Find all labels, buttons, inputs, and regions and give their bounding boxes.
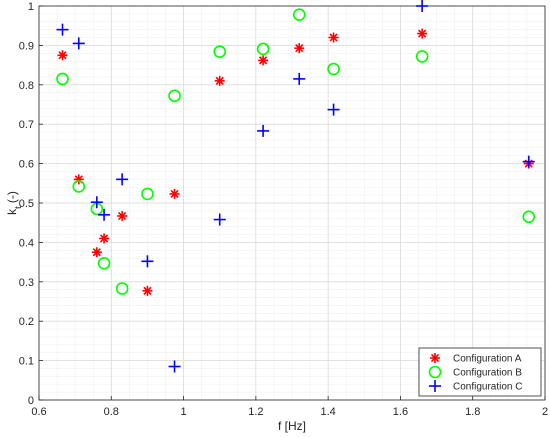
data-point [168, 360, 181, 373]
x-axis-ticks: 0.6 0.8 1 1.2 1.4 1.6 1.8 2 [31, 396, 548, 418]
data-point [258, 55, 269, 66]
legend-entry: Configuration C [429, 380, 522, 393]
y-axis-label-sub: t [13, 206, 23, 209]
y-tick-label: 0.8 [19, 80, 34, 92]
legend-box [418, 347, 542, 397]
data-point [256, 42, 270, 56]
data-point [56, 23, 69, 36]
legend-label: Configuration A [453, 354, 522, 365]
series-3 [56, 0, 535, 373]
x-tick-label: 1.4 [320, 406, 335, 418]
legend-entry: Configuration B [428, 365, 522, 379]
data-point [293, 72, 306, 85]
data-point [522, 155, 535, 168]
data-point [57, 50, 68, 61]
data-point [141, 187, 154, 201]
y-tick-label: 0.5 [19, 198, 34, 210]
data-point [522, 210, 536, 224]
data-point [292, 8, 306, 21]
data-point [56, 72, 69, 86]
data-point [97, 256, 111, 270]
data-point [416, 0, 429, 12]
legend-label: Configuration C [453, 382, 522, 393]
data-point [142, 285, 153, 296]
data-point [327, 62, 340, 76]
x-tick-label: 0.8 [104, 406, 119, 418]
y-axis-label-main: k [5, 208, 19, 215]
data-point [213, 45, 227, 59]
data-point [116, 173, 129, 186]
y-tick-label: 0.9 [19, 40, 34, 52]
data-point [214, 75, 225, 86]
data-point [141, 255, 154, 268]
data-point [99, 233, 110, 244]
x-tick-label: 1.2 [248, 406, 263, 418]
legend-marker [429, 380, 441, 392]
x-tick-label: 2 [542, 406, 548, 418]
y-tick-label: 1 [28, 1, 34, 13]
y-axis-label-suffix: (-) [5, 191, 19, 206]
data-point [117, 211, 128, 222]
series-1 [57, 28, 534, 296]
data-point [72, 37, 85, 50]
y-axis-ticks: 0 0.1 0.2 0.3 0.4 0.5 0.6 0.7 0.8 0.9 1 [19, 1, 43, 407]
data-point [415, 50, 429, 63]
x-tick-label: 0.6 [31, 406, 46, 418]
data-point [327, 103, 340, 116]
x-tick-label: 1.6 [393, 406, 408, 418]
y-tick-label: 0 [28, 395, 34, 407]
data-point [328, 32, 339, 43]
data-point [115, 282, 129, 295]
y-tick-label: 0.4 [19, 237, 34, 249]
legend-entry: Configuration A [430, 353, 522, 365]
y-tick-label: 0.2 [19, 316, 34, 328]
data-point [72, 180, 86, 193]
series-2 [56, 8, 536, 295]
y-axis-label: kt (-) [5, 191, 23, 215]
data-point [98, 208, 111, 221]
y-tick-label: 0.3 [19, 277, 34, 289]
data-point [257, 124, 270, 137]
x-tick-label: 1.8 [465, 406, 480, 418]
data-point [91, 247, 102, 258]
legend-label: Configuration B [453, 368, 522, 379]
x-axis-label: f [Hz] [278, 419, 306, 433]
data-point [294, 43, 305, 54]
data-point [213, 213, 226, 226]
data-point [90, 196, 103, 209]
y-tick-label: 0.6 [19, 159, 34, 171]
legend-marker [428, 365, 442, 379]
y-tick-label: 0.7 [19, 119, 34, 131]
data-point [168, 89, 181, 103]
data-points [56, 0, 536, 373]
y-tick-label: 0.1 [19, 356, 34, 368]
legend: Configuration A Configuration B Configurat… [418, 347, 542, 397]
legend-marker [430, 353, 440, 363]
data-point [417, 28, 428, 39]
x-tick-label: 1 [181, 406, 187, 418]
data-point [169, 188, 180, 199]
